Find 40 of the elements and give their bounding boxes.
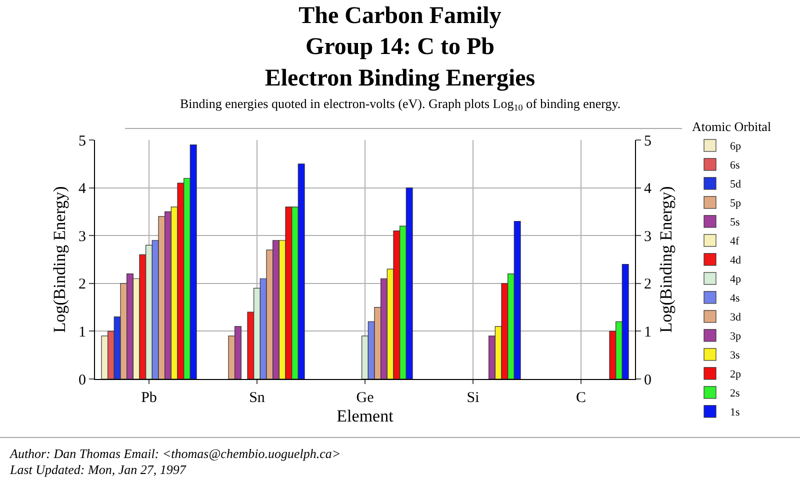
x-tick-label: Ge: [356, 390, 374, 406]
y2-tick-label: 0: [644, 372, 652, 388]
y-axis-title: Log(Binding Energy): [50, 186, 70, 333]
chart-subtitle: Binding energies quoted in electron-volts (eV). Graph plots Log$_{10}$ of binding energy.: [180, 96, 621, 113]
legend-label: 3d: [730, 312, 742, 324]
legend-label: 4f: [730, 236, 740, 248]
y2-axis-title: Log(Binding Energy): [656, 186, 676, 333]
legend-label: 4p: [730, 274, 742, 286]
legend-title: Atomic Orbital: [692, 118, 772, 134]
y2-tick-label: 5: [644, 133, 652, 150]
legend-label: 5d: [730, 178, 742, 191]
legend-label: 4d: [730, 254, 742, 267]
x-axis-title: Element: [336, 406, 394, 426]
x-tick-label: Sn: [249, 390, 266, 406]
legend-label: 4s: [730, 292, 740, 305]
x-tick-label: Pb: [141, 390, 157, 406]
y2-tick-label: 2: [644, 276, 652, 293]
y2-tick-label: 3: [644, 228, 652, 245]
y-tick-label: 2: [78, 276, 86, 293]
y-tick-label: 1: [78, 324, 86, 340]
legend-label: 5p: [730, 198, 742, 210]
legend-label: 6s: [730, 160, 740, 172]
y2-tick-label: 4: [644, 181, 652, 198]
y-tick-label: 3: [78, 228, 86, 245]
chart-title: The Carbon Family Group 14: C to Pb Electron Binding Energies: [264, 2, 536, 92]
x-tick-label: Si: [466, 390, 480, 406]
legend-label: 6p: [730, 140, 742, 153]
legend-label: 3p: [730, 330, 742, 343]
y-tick-label: 4: [78, 181, 86, 198]
legend-label: 1s: [730, 406, 740, 419]
legend-label: 2p: [730, 368, 742, 381]
legend-label: 3s: [730, 350, 740, 362]
legend-label: 5s: [730, 216, 740, 229]
legend-label: 2s: [730, 388, 740, 400]
text: Last Updated: Mon, Jan 27, 1997: [9, 462, 186, 477]
y-tick-label: 0: [78, 372, 86, 388]
text: Author: Dan Thomas Email: <thomas@chembio.uoguelph.ca>: [9, 446, 341, 461]
y-tick-label: 5: [78, 133, 86, 150]
x-tick-label: C: [576, 390, 586, 406]
y2-tick-label: 1: [644, 324, 652, 340]
